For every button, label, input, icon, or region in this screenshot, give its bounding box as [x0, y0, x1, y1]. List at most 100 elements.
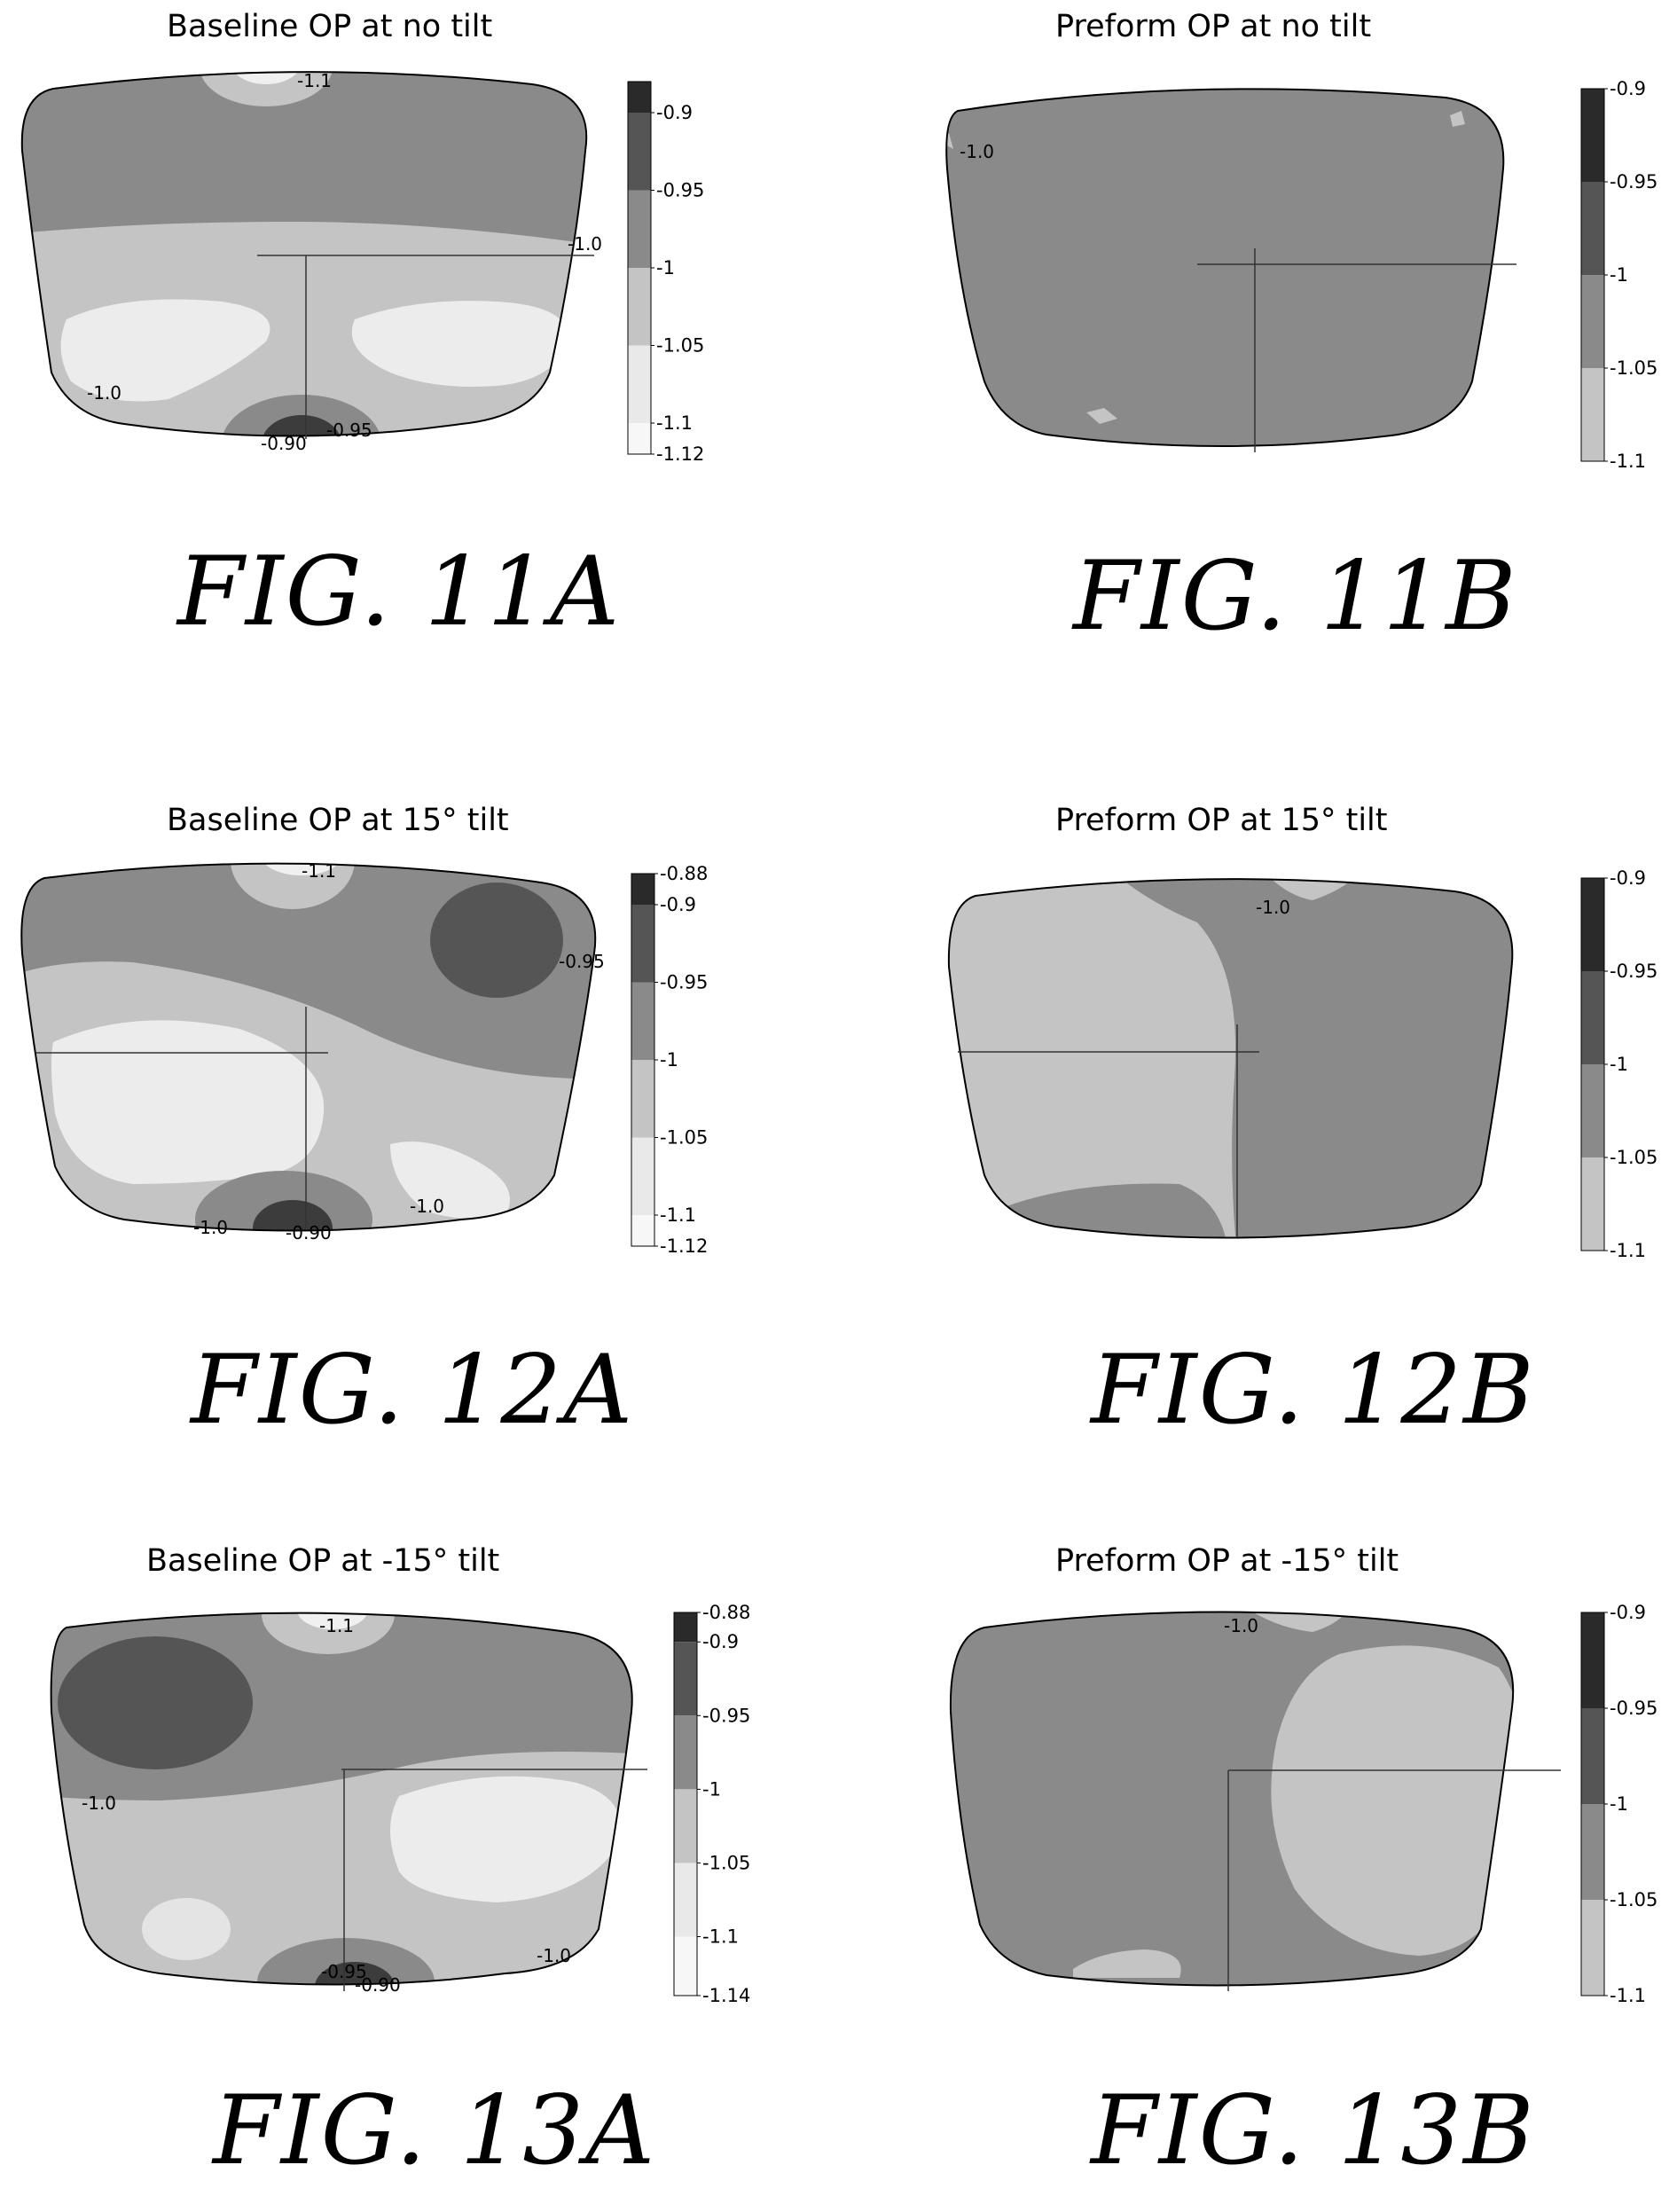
- contour-label: -0.90: [286, 1222, 332, 1243]
- colorbar-tick-label: -0.9: [656, 102, 693, 123]
- colorbar: -0.9 -0.95 -1 -1.05 -1.1: [1580, 867, 1657, 1261]
- contour-plot: -1.0 -0.9 -0.95 -1 -1.05 -1.1: [947, 867, 1657, 1261]
- contour-plot: -1.1 -1.0 -0.95 -0.90 -1.0 -0.88 -0.9 -0.9…: [50, 1602, 750, 2006]
- region-left-white: [60, 299, 270, 402]
- colorbar-tick-label: -1.05: [1610, 1147, 1657, 1168]
- colorbar: -0.9 -0.95 -1 -1.05 -1.1: [1580, 1602, 1657, 2006]
- colorbar-tick-label: -0.9: [660, 894, 696, 915]
- colorbar-band: [631, 1215, 654, 1246]
- colorbar-band: [628, 345, 651, 423]
- colorbar-band: [674, 1642, 697, 1716]
- colorbar-band: [1581, 368, 1604, 461]
- colorbar-tick-label: -1.1: [702, 1926, 739, 1948]
- region-top-light: [200, 72, 333, 106]
- figure-label: FIG. 11A: [177, 537, 622, 647]
- contour-plot: -1.0 -0.9 -0.95 -1 -1.05 -1.1: [945, 78, 1657, 472]
- colorbar-tick-label: -1.05: [702, 1852, 750, 1873]
- region-top-white: [297, 1612, 368, 1629]
- figure-label: FIG. 13B: [1091, 2075, 1536, 2186]
- colorbar-tick-label: -1: [656, 257, 675, 278]
- colorbar-band: [631, 1060, 654, 1138]
- colorbar-band: [1581, 1900, 1604, 1996]
- panel-title: Preform OP at no tilt: [1055, 9, 1372, 44]
- colorbar-tick-label: -1.12: [660, 1235, 708, 1257]
- panel-12b: Preform OP at 15° tilt -1.0 -0.9 -0.95 -1-…: [922, 794, 1677, 1446]
- contour-label: -0.90: [355, 1974, 401, 1996]
- colorbar-tick-label: -0.95: [702, 1705, 750, 1726]
- panel-11b: Preform OP at no tilt -1.0 -0.9 -0.95 -1 -1…: [922, 0, 1677, 652]
- band-minus-1-05-left: [948, 879, 1237, 1238]
- colorbar-band: [628, 82, 651, 113]
- region-right-white: [390, 1776, 620, 1902]
- colorbar-band: [1581, 1064, 1604, 1157]
- colorbar-tick-label: -1.1: [1610, 451, 1646, 472]
- colorbar-tick-label: -0.88: [702, 1602, 750, 1623]
- colorbar-band: [631, 982, 654, 1060]
- colorbar-tick-label: -1.1: [1610, 1240, 1646, 1261]
- colorbar-band: [631, 905, 654, 983]
- band-minus-0-95: [21, 72, 587, 248]
- colorbar-tick-label: -1.1: [656, 412, 693, 434]
- colorbar-band: [674, 1715, 697, 1790]
- region-top-white: [231, 72, 302, 84]
- contour-plot: -1.1 -0.95 -1.0 -1.0 -0.90 -0.88 -0.9 -0.9…: [20, 860, 708, 1257]
- colorbar: -0.88 -0.9 -0.95 -1 -1.05 -1.1 -1.14: [673, 1602, 750, 2006]
- panel-title: Baseline OP at 15° tilt: [167, 803, 509, 838]
- panel-title: Baseline OP at -15° tilt: [146, 1543, 500, 1579]
- colorbar-band: [1581, 971, 1604, 1064]
- colorbar-tick-label: -1.14: [702, 1985, 750, 2006]
- colorbar-band: [628, 268, 651, 346]
- colorbar-tick-label: -1: [1610, 264, 1628, 286]
- colorbar-tick-label: -0.95: [656, 180, 704, 201]
- panel-title: Baseline OP at no tilt: [167, 9, 493, 44]
- contour-plot: -1.0 -0.9 -0.95 -1 -1.05 -1.1: [949, 1602, 1657, 2006]
- colorbar-tick-label: -1: [1610, 1054, 1628, 1075]
- colorbar-tick-label: -1.05: [1610, 1889, 1657, 1910]
- region-left-white: [51, 1020, 325, 1184]
- colorbar-tick-label: -0.9: [1610, 1602, 1646, 1623]
- colorbar-tick-label: -1.1: [660, 1204, 696, 1226]
- colorbar-band: [1581, 182, 1604, 275]
- colorbar-tick-label: -0.9: [702, 1631, 739, 1652]
- colorbar-tick-label: -0.88: [660, 863, 708, 884]
- panel-12a: Baseline OP at 15° tilt -1.1 -0.95 -1.0 …: [0, 794, 838, 1446]
- colorbar-tick-label: -0.95: [660, 972, 708, 993]
- colorbar-band: [1581, 275, 1604, 368]
- contour-plot: -1.1 -1.0 -1.0 -0.90 -0.95 -0.9 -0.95 -1 -1…: [20, 70, 704, 465]
- panel-title: Preform OP at -15° tilt: [1055, 1543, 1399, 1579]
- contour-label: -1.0: [1256, 897, 1290, 918]
- colorbar: -0.9 -0.95 -1 -1.05 -1.1: [1580, 78, 1657, 472]
- colorbar-band: [674, 1789, 697, 1863]
- lens-outline: [20, 862, 597, 1232]
- region-top-left-dark: [58, 1636, 253, 1769]
- colorbar-tick-label: -0.9: [1610, 78, 1646, 99]
- colorbar-band: [628, 113, 651, 191]
- colorbar-tick-label: -1: [1610, 1793, 1628, 1815]
- lens-outline: [945, 88, 1505, 447]
- region-right-white: [390, 1141, 510, 1219]
- contour-label: -1.0: [1224, 1615, 1258, 1636]
- colorbar-band: [1581, 89, 1604, 182]
- contour-label: -1.0: [82, 1792, 116, 1814]
- colorbar-tick-label: -0.95: [1610, 961, 1657, 982]
- colorbar-tick-label: -1.05: [660, 1127, 708, 1149]
- figure-label: FIG. 12B: [1091, 1335, 1536, 1446]
- colorbar-band: [631, 874, 654, 905]
- region-right-white: [351, 301, 568, 387]
- region-bottom-dark: [262, 415, 341, 436]
- region-speck: [1086, 408, 1117, 424]
- colorbar-band: [674, 1612, 697, 1643]
- region-bottom-mid: [222, 395, 381, 436]
- colorbar-band: [628, 423, 651, 454]
- contour-label: -1.1: [302, 860, 336, 882]
- colorbar-tick-label: -1.1: [1610, 1985, 1646, 2006]
- lens-outline: [949, 1611, 1515, 1987]
- region-right-light: [1271, 1645, 1514, 1956]
- colorbar-tick-label: -1: [702, 1778, 721, 1800]
- region-top-right-dark: [430, 882, 563, 998]
- colorbar-band: [1581, 1708, 1604, 1804]
- colorbar-tick-label: -0.95: [1610, 171, 1657, 192]
- panel-title: Preform OP at 15° tilt: [1055, 803, 1388, 838]
- colorbar-tick-label: -1.05: [656, 335, 704, 357]
- region-top-white: [262, 863, 341, 875]
